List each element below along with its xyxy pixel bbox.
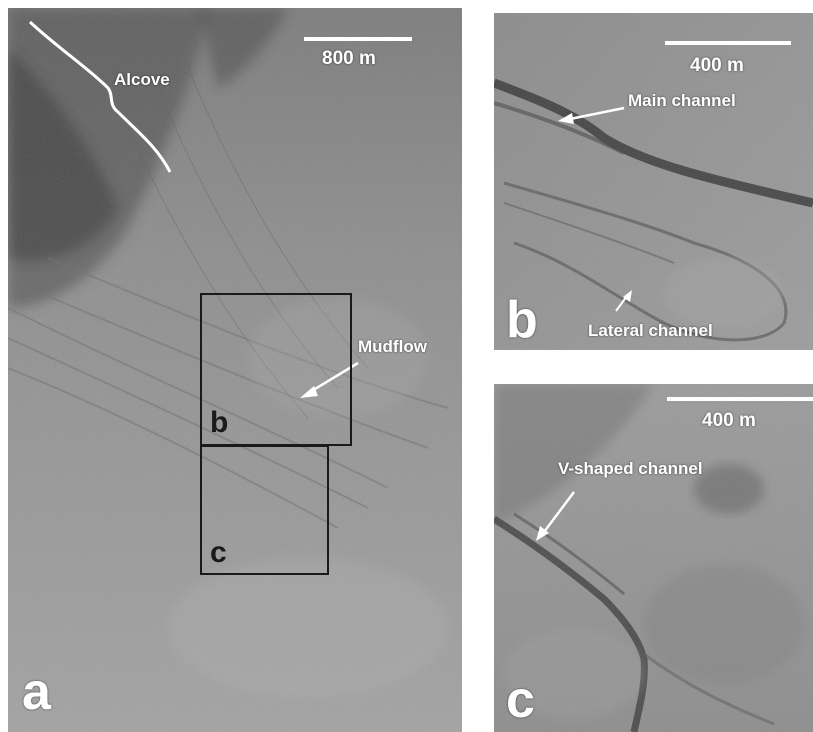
panel-b-image [494, 13, 813, 350]
panel-c-image [494, 384, 813, 732]
mudflow-label: Mudflow [358, 337, 427, 356]
main-channel-label: Main channel [628, 91, 736, 110]
panel-a-image [8, 8, 462, 732]
panel-b-letter: b [506, 291, 538, 349]
panel-a-letter: a [22, 663, 51, 721]
inset-b-label: b [210, 406, 229, 439]
v-channel-label: V-shaped channel [558, 459, 703, 478]
panel-a: Alcove 800 m Mudflow b c a [8, 8, 462, 732]
scale-label-a: 800 m [322, 48, 376, 69]
scale-label-c: 400 m [702, 410, 756, 431]
panel-b: 400 m Main channel Lateral channel b [494, 13, 813, 350]
scale-label-b: 400 m [690, 55, 744, 76]
panel-c-letter: c [506, 671, 535, 729]
alcove-label: Alcove [114, 70, 170, 89]
inset-box-c [200, 445, 329, 575]
lateral-channel-label: Lateral channel [588, 321, 713, 340]
inset-c-label: c [210, 536, 227, 569]
panel-c: 400 m V-shaped channel c [494, 384, 813, 732]
